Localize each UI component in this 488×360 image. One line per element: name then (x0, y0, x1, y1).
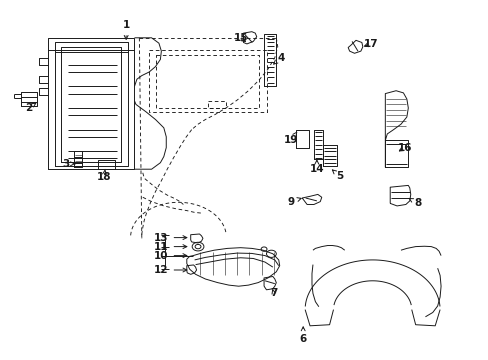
Text: 16: 16 (397, 143, 411, 153)
Text: 5: 5 (332, 170, 343, 181)
Text: 19: 19 (283, 132, 298, 145)
Text: 11: 11 (154, 242, 186, 252)
Text: 9: 9 (287, 197, 301, 207)
Text: 2: 2 (25, 103, 36, 113)
Text: 4: 4 (273, 53, 285, 64)
Text: 15: 15 (233, 33, 247, 43)
Text: 7: 7 (269, 288, 277, 298)
Text: 13: 13 (154, 233, 186, 243)
Text: 10: 10 (154, 251, 186, 261)
Text: 17: 17 (363, 39, 377, 49)
Text: 14: 14 (309, 160, 324, 174)
Text: 8: 8 (408, 198, 421, 208)
Text: 18: 18 (97, 169, 111, 182)
Text: 3: 3 (62, 159, 75, 169)
Text: 1: 1 (122, 20, 129, 39)
Text: 6: 6 (299, 327, 306, 344)
Text: 12: 12 (154, 265, 186, 275)
